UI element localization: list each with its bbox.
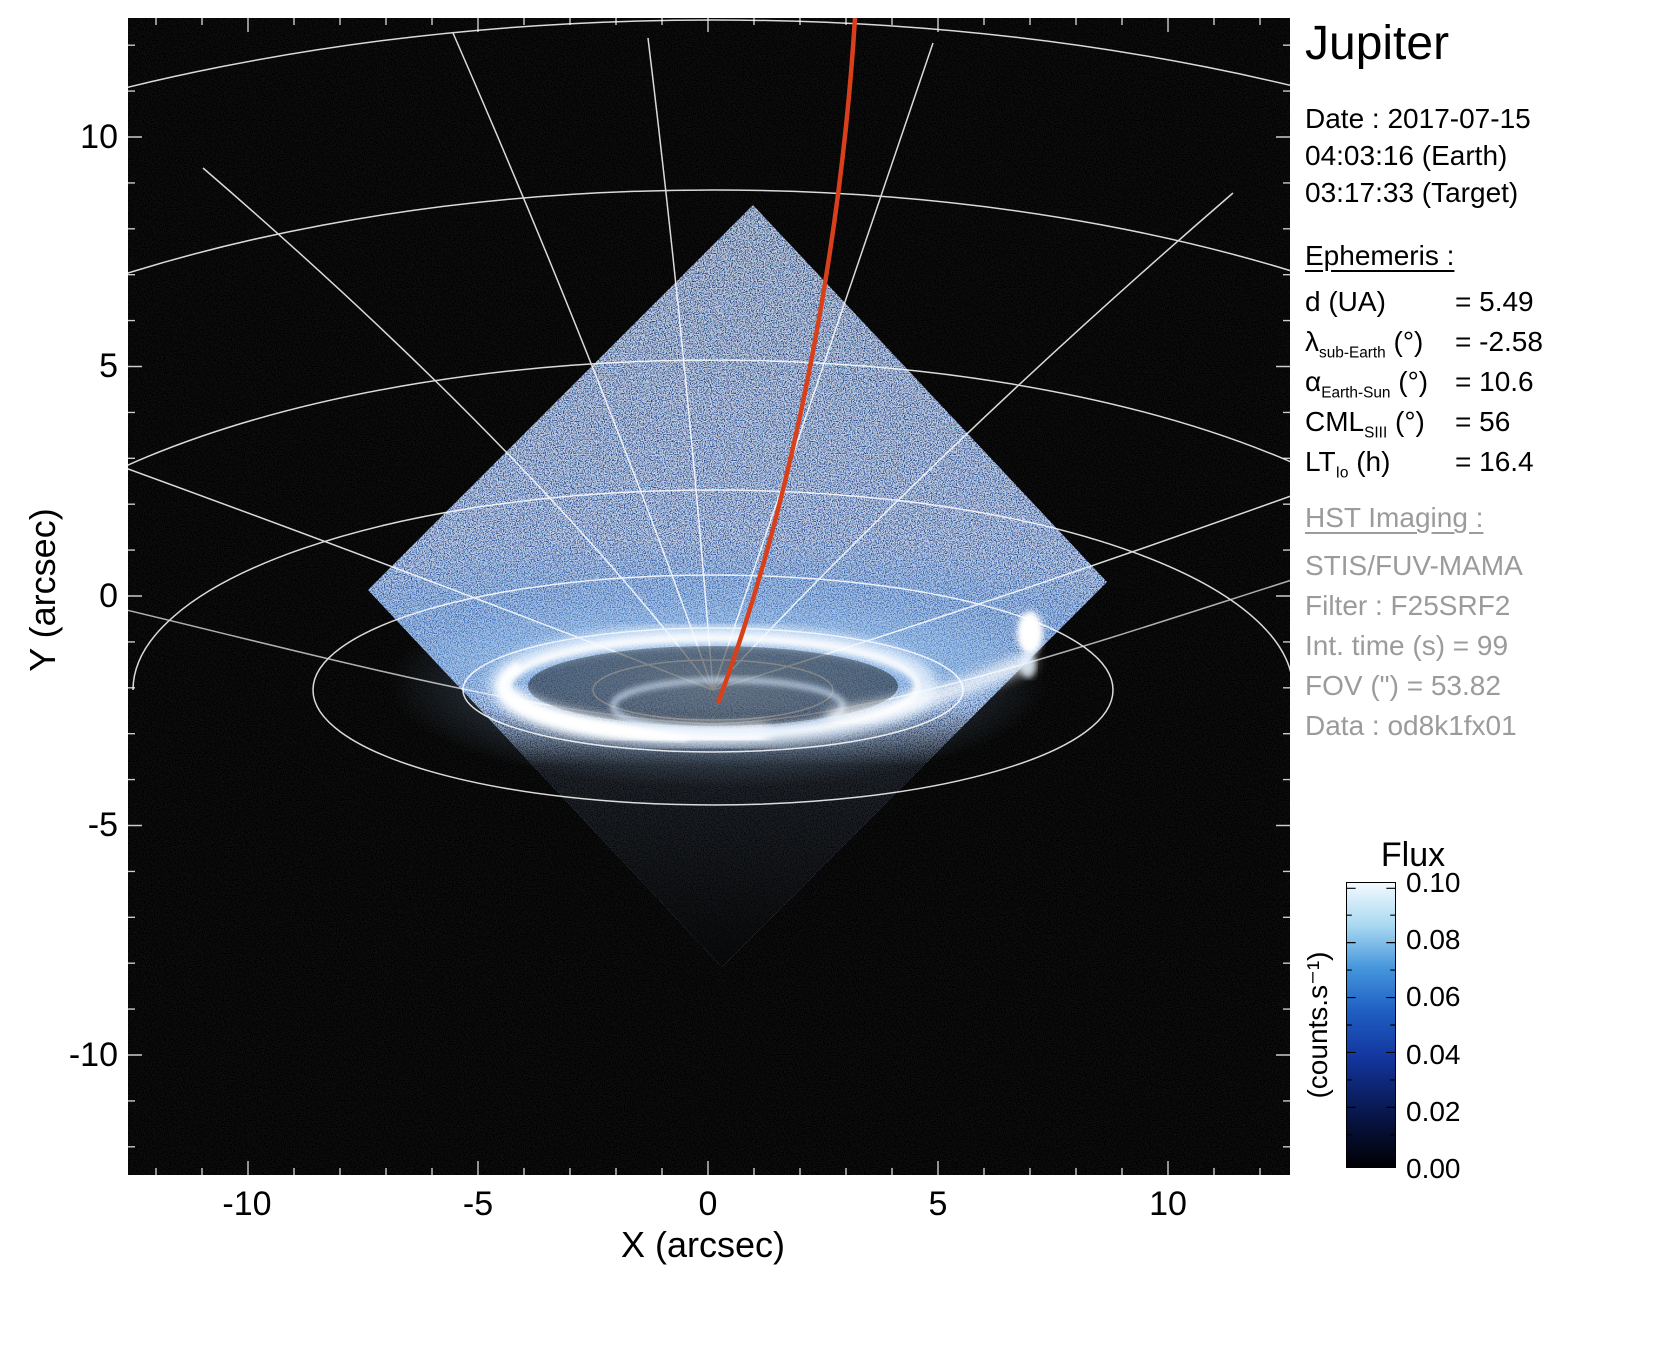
hst-data-id: Data : od8k1fx01 [1305,710,1517,741]
observation-block: Date : 2017-07-15 04:03:16 (Earth) 03:17… [1305,100,1531,211]
ephemeris-row-sub-earth-lat: λsub-Earth (°) = -2.58 [1305,326,1543,362]
time-earth: 04:03:16 (Earth) [1305,140,1508,171]
ephemeris-row-io-local-time: LTIo (h) = 16.4 [1305,446,1534,482]
colorbar-tick-2: 0.06 [1406,981,1461,1012]
y-tick-label-1: 5 [99,347,118,385]
colorbar-units: (counts.s⁻¹) [1302,951,1333,1099]
y-tick-label-0: 10 [80,118,118,156]
figure-title: Jupiter [1305,17,1450,70]
time-target: 03:17:33 (Target) [1305,177,1519,208]
colorbar-tick-5: 0.00 [1406,1153,1461,1184]
y-tick-label-2: 0 [99,577,118,615]
meridian-track-red-line [715,18,858,704]
y-axis-title: Y (arcsec) [22,508,63,672]
colorbar-tick-3: 0.04 [1406,1039,1461,1070]
hst-filter: Filter : F25SRF2 [1305,590,1511,621]
ephemeris-row-distance: d (UA) = 5.49 [1305,286,1534,317]
x-tick-label-4: 10 [1149,1185,1187,1223]
ephemeris-row-phase-angle: αEarth-Sun (°) = 10.6 [1305,366,1534,402]
sky-image [128,18,1290,1175]
hst-instrument: STIS/FUV-MAMA [1305,550,1523,581]
colorbar-tick-marks [1347,887,1395,1163]
x-tick-label-1: -5 [462,1185,494,1223]
x-tick-label-0: -10 [222,1185,272,1223]
auroral-oval [490,611,1043,746]
ephemeris-table: d (UA) = 5.49 λsub-Earth (°) = -2.58 αEart… [1305,286,1543,486]
ephemeris-header: Ephemeris : [1305,240,1455,271]
hst-int-time: Int. time (s) = 99 [1305,630,1509,661]
colorbar-title: Flux [1380,836,1446,874]
bright-emission-patch [1017,611,1043,655]
colorbar-tick-0: 0.10 [1406,867,1461,898]
observation-date: Date : 2017-07-15 [1305,103,1531,134]
colorbar-tick-4: 0.02 [1406,1096,1461,1127]
colorbar [1346,882,1396,1168]
axis-tick-marks [128,18,1290,1175]
y-tick-label-4: -10 [68,1036,118,1074]
hst-imaging-header: HST Imaging : [1305,502,1484,533]
x-tick-label-3: 5 [928,1185,948,1223]
hst-fov: FOV (") = 53.82 [1305,670,1501,701]
ephemeris-row-cml: CMLSIII (°) = 56 [1305,406,1511,442]
hst-imaging-block: STIS/FUV-MAMA Filter : F25SRF2 Int. time… [1305,546,1523,746]
y-tick-label-3: -5 [87,806,118,844]
colorbar-tick-1: 0.08 [1406,924,1461,955]
x-axis-title: X (arcsec) [620,1224,786,1265]
x-tick-label-2: 0 [698,1185,718,1223]
plot-area [128,18,1290,1175]
